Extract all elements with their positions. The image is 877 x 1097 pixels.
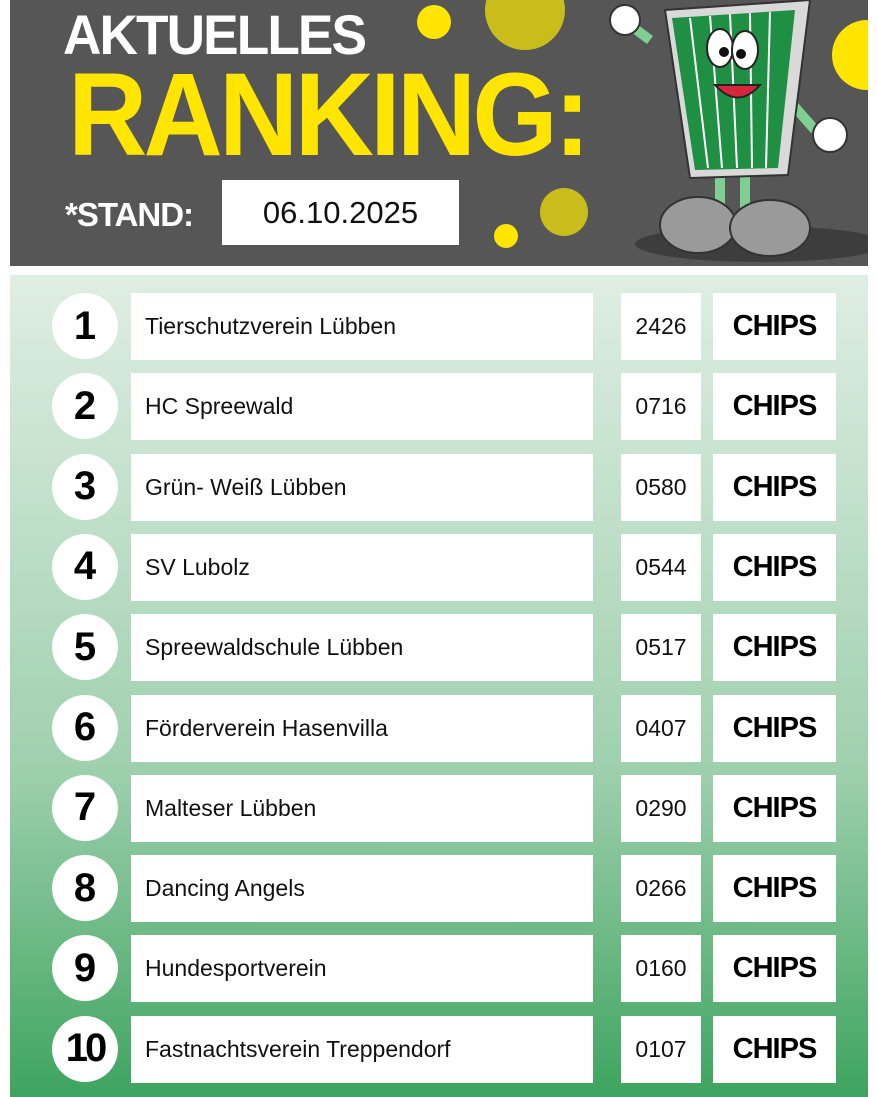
rank-badge: 8 xyxy=(52,855,118,922)
chips-label: CHIPS xyxy=(713,453,836,521)
rank-badge: 10 xyxy=(52,1015,118,1082)
rank-badge: 5 xyxy=(52,614,118,681)
chips-label: CHIPS xyxy=(713,855,836,923)
rank-badge: 7 xyxy=(52,774,118,841)
chips-label: CHIPS xyxy=(713,935,836,1003)
ranking-row: 1 Tierschutzverein Lübben 2426 CHIPS xyxy=(10,293,868,360)
club-name: Malteser Lübben xyxy=(131,774,593,842)
club-name: Fastnachtsverein Treppendorf xyxy=(131,1015,593,1083)
title-line-2: RANKING: xyxy=(68,49,591,181)
ranking-row: 8 Dancing Angels 0266 CHIPS xyxy=(10,855,868,923)
ranking-row: 4 SV Lubolz 0544 CHIPS xyxy=(10,533,868,601)
ranking-header: AKTUELLES RANKING: *STAND: 06.10.2025 xyxy=(10,0,868,266)
ranking-row: 7 Malteser Lübben 0290 CHIPS xyxy=(10,774,868,842)
chips-label: CHIPS xyxy=(713,774,836,842)
stand-label: *STAND: xyxy=(65,196,194,233)
ranking-row: 10 Fastnachtsverein Treppendorf 0107 CHI… xyxy=(10,1015,868,1083)
chip-count: 0290 xyxy=(621,774,701,842)
chips-label: CHIPS xyxy=(713,373,836,441)
decorative-dot xyxy=(540,188,588,236)
club-name: HC Spreewald xyxy=(131,373,593,441)
chips-label: CHIPS xyxy=(713,614,836,682)
club-name: Hundesportverein xyxy=(131,935,593,1003)
chip-count: 2426 xyxy=(621,293,701,360)
chip-count: 0266 xyxy=(621,855,701,923)
chip-count: 0107 xyxy=(621,1015,701,1083)
chip-count: 0517 xyxy=(621,614,701,682)
rank-badge: 4 xyxy=(52,533,118,600)
chips-label: CHIPS xyxy=(713,694,836,762)
decorative-dot xyxy=(494,224,518,248)
chip-count: 0160 xyxy=(621,935,701,1003)
ranking-row: 5 Spreewaldschule Lübben 0517 CHIPS xyxy=(10,614,868,682)
rank-badge: 9 xyxy=(52,935,118,1002)
rank-badge: 3 xyxy=(52,453,118,520)
rank-badge: 6 xyxy=(52,694,118,761)
club-name: Spreewaldschule Lübben xyxy=(131,614,593,682)
rank-badge: 2 xyxy=(52,373,118,440)
chips-label: CHIPS xyxy=(713,293,836,360)
club-name: Grün- Weiß Lübben xyxy=(131,453,593,521)
mascot-illustration xyxy=(609,0,868,262)
chip-count: 0407 xyxy=(621,694,701,762)
chips-label: CHIPS xyxy=(713,533,836,601)
stand-date: 06.10.2025 xyxy=(222,180,459,245)
club-name: Tierschutzverein Lübben xyxy=(131,293,593,360)
rank-badge: 1 xyxy=(52,293,118,359)
ranking-row: 2 HC Spreewald 0716 CHIPS xyxy=(10,373,868,441)
club-name: Dancing Angels xyxy=(131,855,593,923)
chip-count: 0580 xyxy=(621,453,701,521)
decorative-dot xyxy=(417,5,451,39)
chip-count: 0716 xyxy=(621,373,701,441)
title-line-1: AKTUELLES xyxy=(63,3,367,66)
ranking-list: 1 Tierschutzverein Lübben 2426 CHIPS 2 HC… xyxy=(10,275,868,1097)
ranking-row: 6 Förderverein Hasenvilla 0407 CHIPS xyxy=(10,694,868,762)
club-name: SV Lubolz xyxy=(131,533,593,601)
ranking-row: 3 Grün- Weiß Lübben 0580 CHIPS xyxy=(10,453,868,521)
ranking-row: 9 Hundesportverein 0160 CHIPS xyxy=(10,935,868,1003)
chip-count: 0544 xyxy=(621,533,701,601)
chips-label: CHIPS xyxy=(713,1015,836,1083)
decorative-dot xyxy=(485,0,565,50)
club-name: Förderverein Hasenvilla xyxy=(131,694,593,762)
